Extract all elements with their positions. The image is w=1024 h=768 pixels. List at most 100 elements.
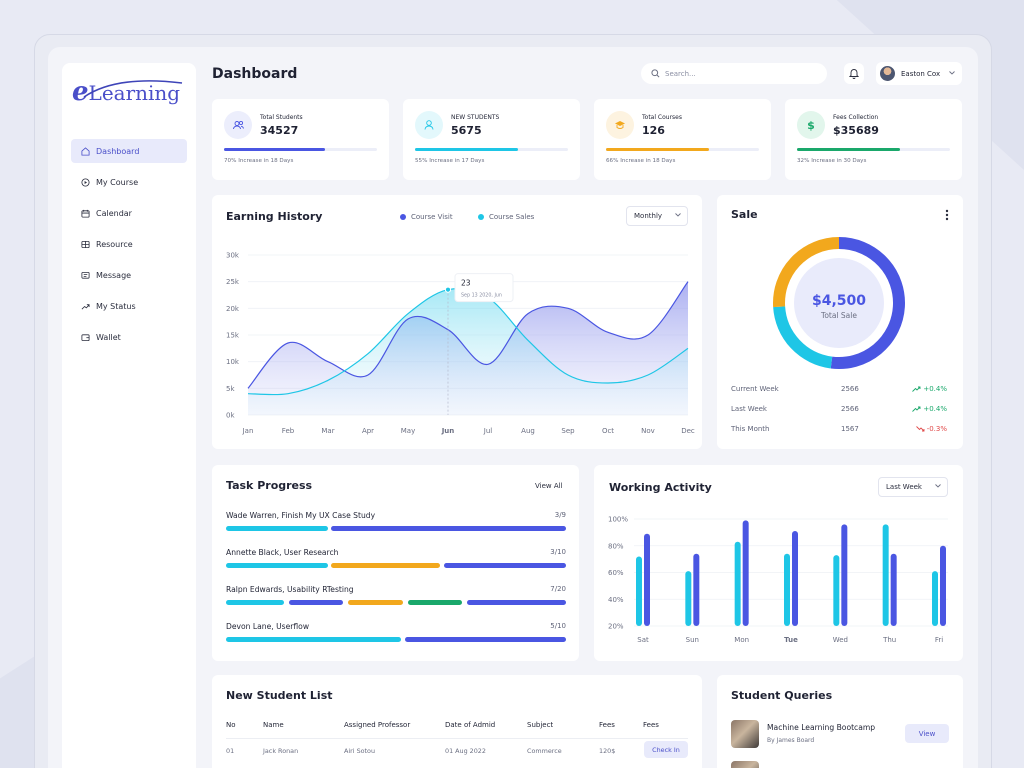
task-progress-bar (226, 526, 566, 531)
task-progress-segment (443, 563, 566, 568)
x-tick-label: Jul (483, 427, 493, 435)
activity-bar (833, 555, 840, 626)
table-cell-date: 01 Aug 2022 (445, 747, 486, 755)
check-in-button[interactable]: Check In (644, 741, 688, 758)
bell-icon (849, 69, 859, 79)
task-count: 3/9 (554, 511, 566, 519)
task-name: Devon Lane, Userflow (226, 622, 310, 631)
chart-tooltip: 23 Sep 13 2020, Jun (454, 273, 514, 303)
task-item[interactable]: Wade Warren, Finish My UX Case Study 3/9 (226, 511, 566, 531)
trend-icon (81, 303, 90, 309)
y-tick-label: 60% (608, 569, 624, 577)
activity-bar (940, 545, 946, 626)
stat-note: 32% Increase in 30 Days (797, 158, 867, 164)
task-progress-segment (331, 563, 441, 568)
stat-progress-track (224, 148, 377, 151)
search-icon (651, 69, 660, 78)
sale-row-label: Current Week (731, 385, 779, 393)
task-item[interactable]: Annette Black, User Research 3/10 (226, 548, 566, 568)
svg-text:$: $ (807, 119, 815, 131)
hover-point[interactable] (444, 286, 452, 293)
view-button[interactable]: View (905, 724, 949, 743)
task-progress-segment (288, 600, 344, 605)
stat-label: NEW STUDENTS (451, 114, 500, 121)
activity-period-select[interactable]: Last Week (878, 477, 948, 497)
sidebar-item-my-status[interactable]: My Status (71, 294, 187, 318)
table-header-cell: No (226, 721, 236, 729)
sidebar-item-message[interactable]: Message (71, 263, 187, 287)
sidebar-item-label: Calendar (96, 208, 132, 218)
donut-center-value: $4,500 (812, 293, 866, 309)
task-progress-title: Task Progress (226, 479, 313, 492)
sidebar-item-dashboard[interactable]: Dashboard (71, 139, 187, 163)
query-thumbnail (731, 761, 759, 768)
legend-course-sales: Course Sales (478, 213, 534, 221)
tooltip-value: 23 (461, 279, 471, 288)
chevron-down-icon (949, 71, 955, 75)
task-item[interactable]: Devon Lane, Userflow 5/10 (226, 622, 566, 642)
logo[interactable]: e Learning (72, 77, 183, 107)
period-select[interactable]: Monthly (626, 206, 688, 226)
grid-icon (81, 240, 90, 248)
legend-label: Course Sales (489, 213, 535, 221)
task-name: Wade Warren, Finish My UX Case Study (226, 511, 376, 520)
activity-bar (685, 571, 692, 626)
sidebar-item-label: Message (96, 270, 132, 280)
sale-change-value: -0.3% (926, 425, 947, 433)
stat-card[interactable]: $ Fees Collection $35689 32% Increase in… (785, 99, 962, 180)
sidebar-item-wallet[interactable]: Wallet (71, 325, 187, 349)
x-tick-label: Oct (602, 427, 614, 435)
query-title[interactable]: Machine Learning Bootcamp (767, 723, 876, 732)
stat-card[interactable]: NEW STUDENTS 5675 55% Increase in 17 Day… (403, 99, 580, 180)
sidebar-item-calendar[interactable]: Calendar (71, 201, 187, 225)
message-icon (81, 271, 90, 279)
stat-progress-track (797, 148, 950, 151)
stat-value: 126 (642, 124, 665, 137)
table-header-cell: Name (263, 721, 284, 729)
table-divider (226, 738, 688, 739)
sale-row-label: This Month (731, 425, 770, 433)
task-progress-segment (331, 526, 566, 531)
tooltip-date: Sep 13 2020, Jun (461, 293, 502, 299)
stat-value: 5675 (451, 124, 482, 137)
x-tick-label: Jun (441, 427, 455, 435)
search-input[interactable]: Search... (641, 63, 827, 84)
sidebar-item-my-course[interactable]: My Course (71, 170, 187, 194)
legend-label: Course Visit (411, 213, 453, 221)
user-menu[interactable]: Easton Cox (876, 62, 962, 85)
table-cell-professor: Airi Sotou (344, 747, 376, 755)
stat-card[interactable]: Total Courses 126 66% Increase in 18 Day… (594, 99, 771, 180)
table-cell-no: 01 (226, 747, 235, 755)
sidebar-item-resource[interactable]: Resource (71, 232, 187, 256)
y-tick-label: 30k (226, 252, 240, 260)
task-progress-segment (226, 637, 402, 642)
notification-button[interactable] (844, 63, 864, 84)
table-header-cell: Date of Admid (445, 721, 496, 729)
student-queries-card: Student Queries Machine Learning Bootcam… (717, 675, 963, 768)
wallet-icon (81, 333, 90, 341)
task-count: 5/10 (550, 622, 566, 630)
stat-card[interactable]: Total Students 34527 70% Increase in 18 … (212, 99, 389, 180)
sidebar-item-label: Resource (96, 239, 133, 249)
y-tick-label: 20k (226, 305, 240, 313)
task-progress-segment (226, 563, 328, 568)
more-options-icon[interactable] (945, 209, 949, 221)
query-author: By James Board (767, 737, 815, 744)
view-all-link[interactable]: View All (535, 482, 563, 490)
student-list-card: New Student List No Name Assigned Professo… (212, 675, 702, 768)
logo-swoosh-icon (83, 80, 183, 98)
y-tick-label: 10k (226, 358, 240, 366)
y-tick-label: 0k (226, 412, 235, 420)
series-line (247, 281, 689, 389)
x-tick-label: Jan (242, 427, 254, 435)
stat-label: Total Students (260, 114, 303, 121)
task-progress-segment (407, 600, 463, 605)
legend-dot (400, 214, 406, 220)
task-item[interactable]: Ralpn Edwards, Usability RTesting 7/20 (226, 585, 566, 605)
dollar-icon: $ (807, 119, 815, 131)
home-icon (81, 146, 90, 156)
stat-note: 70% Increase in 18 Days (224, 158, 294, 164)
sale-row-value: 2566 (841, 385, 859, 393)
sale-row-change: +0.4% (909, 385, 947, 393)
